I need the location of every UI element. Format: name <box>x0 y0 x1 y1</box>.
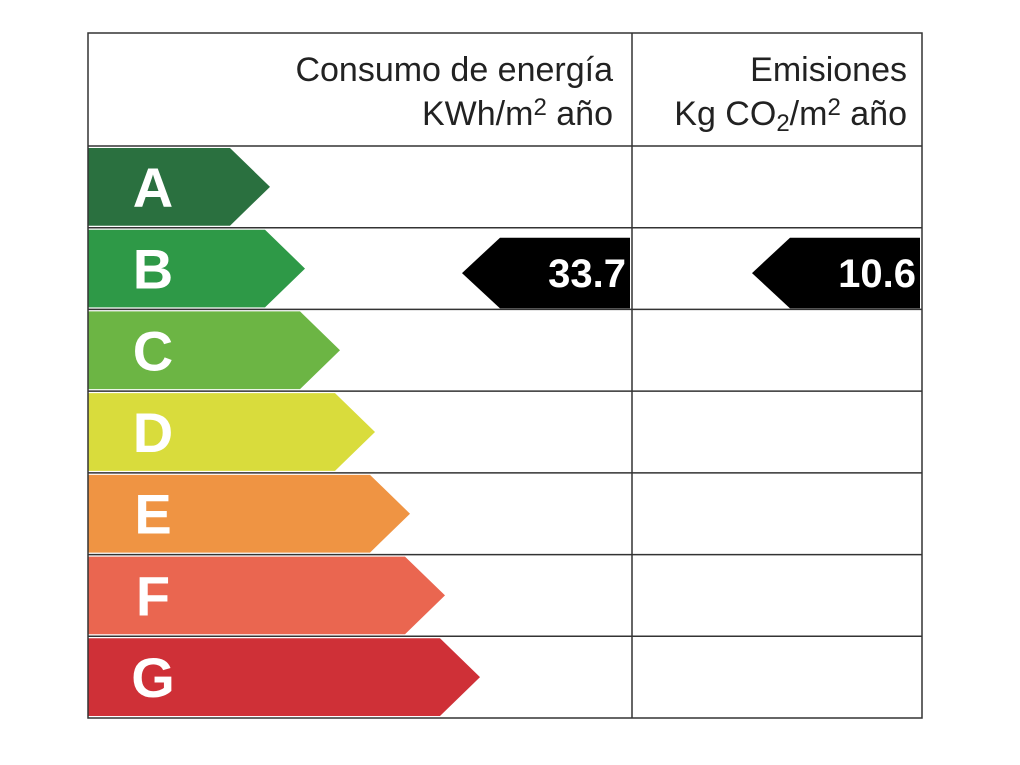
rating-letter: C <box>133 319 173 382</box>
rating-arrow <box>88 229 305 308</box>
rating-arrow <box>88 638 480 716</box>
rating-letter: F <box>136 564 170 627</box>
unit-exponent: 2 <box>533 94 547 121</box>
unit-text: año <box>840 95 907 133</box>
energy-header: Consumo de energía KWh/m2 año <box>295 48 613 136</box>
energy-value: 33.7 <box>548 252 626 296</box>
unit-subscript: 2 <box>776 110 790 137</box>
rating-letter: D <box>133 401 173 464</box>
unit-text: Kg CO <box>674 95 777 133</box>
rating-letter: B <box>133 238 173 301</box>
rating-letter: A <box>133 156 173 219</box>
unit-text: año <box>546 95 613 133</box>
emissions-pointer <box>752 237 920 309</box>
energy-unit: KWh/m2 año <box>295 92 613 136</box>
unit-text: /m <box>789 95 828 133</box>
table-border <box>87 32 923 719</box>
rating-arrow <box>88 474 410 553</box>
rating-arrow <box>88 556 445 635</box>
energy-title: Consumo de energía <box>295 51 613 89</box>
emissions-value: 10.6 <box>838 252 916 296</box>
rating-arrow <box>88 311 340 390</box>
rating-letter: E <box>134 483 171 546</box>
rating-letter: G <box>131 646 175 709</box>
emissions-header: Emisiones Kg CO2/m2 año <box>674 48 907 136</box>
rating-arrow <box>88 393 375 471</box>
emissions-unit: Kg CO2/m2 año <box>674 92 907 136</box>
energy-pointer <box>462 237 630 309</box>
unit-text: KWh/m <box>422 95 534 133</box>
emissions-title: Emisiones <box>750 51 907 89</box>
rating-arrow <box>88 148 270 226</box>
unit-exponent: 2 <box>827 94 841 121</box>
